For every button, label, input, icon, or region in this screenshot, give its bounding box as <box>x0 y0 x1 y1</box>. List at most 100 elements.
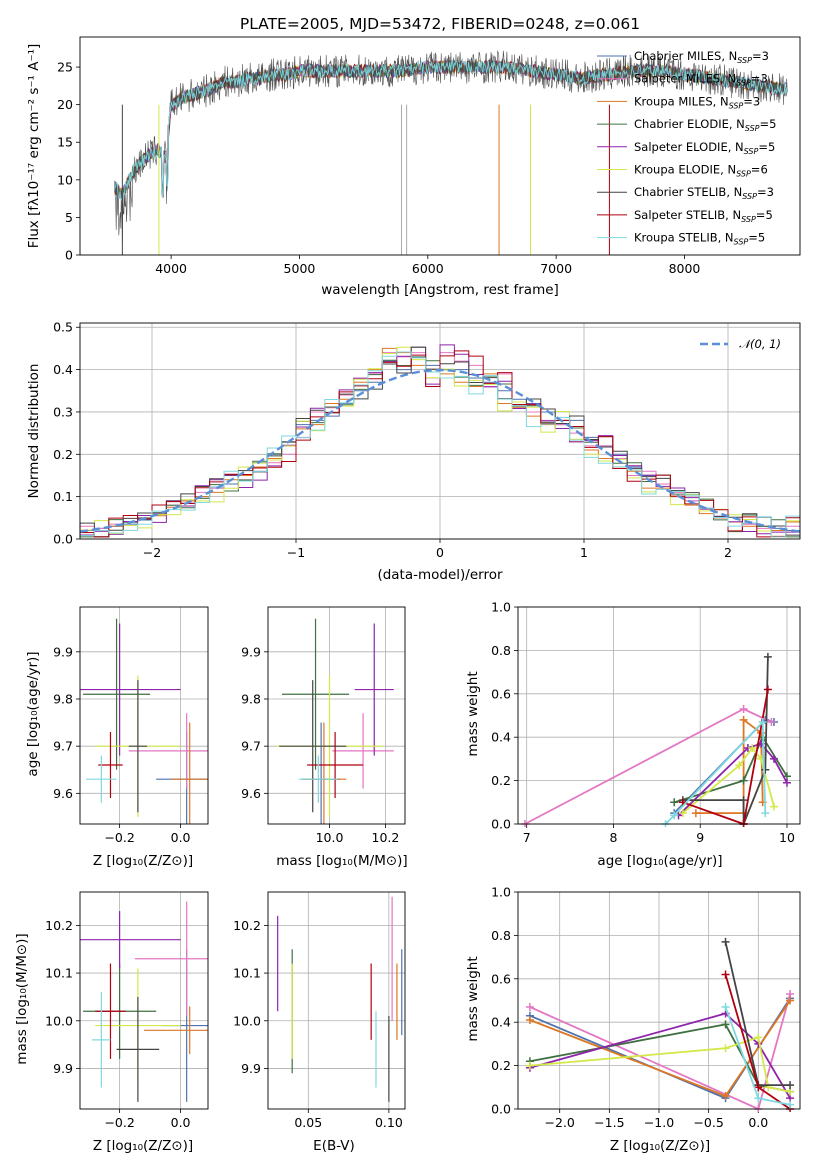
y-tick-label: 9.6 <box>241 786 261 801</box>
weight-marker <box>691 809 700 818</box>
legend-model-name: Salpeter STELIB <box>634 208 725 222</box>
weight-lines <box>520 652 791 827</box>
z-weight-panel: Z [log₁₀(Z/Z⊙)] mass weight −2.0 −1.5 −1.0… <box>465 885 801 1154</box>
y-tick-label: 10.2 <box>45 918 73 933</box>
y-tick-label: 0.2 <box>491 1058 511 1073</box>
y-tick-label: 1.0 <box>491 885 511 900</box>
legend-n-label: , N <box>725 208 741 222</box>
weight-marker <box>748 744 757 753</box>
grid-lines <box>268 607 405 824</box>
y-tick-label: 0.2 <box>491 773 511 788</box>
residuals-xlabel: (data-model)/error <box>377 567 503 583</box>
legend-nssp-value: 6 <box>760 163 767 177</box>
axes-frame <box>517 606 801 825</box>
y-tick-label: 9.7 <box>53 739 73 754</box>
legend-label: Salpeter MILES, NSSP=3 <box>634 72 768 88</box>
axes-frame <box>267 891 406 1110</box>
legend-equals: = <box>758 140 768 154</box>
age-weight-xlabel: age [log₁₀(age/yr)] <box>597 853 722 869</box>
legend-nssp-value: 5 <box>769 117 776 131</box>
y-tick-label: 20 <box>57 97 73 112</box>
error-bars <box>80 618 208 824</box>
x-tick-label: 8000 <box>669 261 701 276</box>
legend-nssp-value: 3 <box>760 72 767 86</box>
legend-equals: = <box>757 185 767 199</box>
legend-n-label: , N <box>720 163 736 177</box>
weight-line-salpeter-miles <box>524 707 772 825</box>
weight-line-kroupa-stelib <box>664 719 767 825</box>
z-mass-ylabel: mass [log₁₀(M/M⊙)] <box>14 933 30 1064</box>
z-weight-ylabel: mass weight <box>465 956 481 1041</box>
spectrum-ylabel: Flux [fλ10⁻¹⁷ erg cm⁻² s⁻¹ A⁻¹] <box>26 44 42 249</box>
residuals-panel: (data-model)/error Normed distribution −… <box>26 320 801 583</box>
y-tick-label: 10.2 <box>233 918 261 933</box>
weight-marker <box>739 796 748 805</box>
grid-lines <box>268 892 405 1109</box>
weight-marker <box>739 776 748 785</box>
legend-ssp-subscript: SSP <box>737 56 752 65</box>
age-weight-panel: age [log₁₀(age/yr)] mass weight 7 8 9 10 0.0… <box>465 600 801 869</box>
ebv-mass-panel: E(B-V) 0.05 0.10 9.9 10.0 10.1 10.2 <box>233 891 406 1154</box>
x-tick-label: −2 <box>143 545 161 560</box>
grid-lines <box>518 891 800 1110</box>
x-tick-label: 10.0 <box>316 830 344 845</box>
x-tick-label: 7 <box>523 830 531 845</box>
legend-label: Kroupa ELODIE, NSSP=6 <box>634 163 768 179</box>
ebv-mass-xlabel: E(B-V) <box>313 1138 355 1154</box>
legend-model-name: Chabrier MILES <box>634 49 721 63</box>
weight-marker <box>769 754 778 763</box>
y-tick-label: 10.0 <box>45 1013 73 1028</box>
x-tick-label: −2.0 <box>545 1115 575 1130</box>
normal-curve <box>79 368 801 533</box>
y-tick-label: 0.6 <box>491 686 511 701</box>
legend-equals: = <box>743 94 753 108</box>
legend-ssp-subscript: SSP <box>736 79 751 88</box>
weight-marker <box>758 718 767 727</box>
axes-frame <box>79 322 801 540</box>
y-tick-label: 15 <box>57 135 73 150</box>
legend-ssp-subscript: SSP <box>734 238 749 247</box>
legend-model-name: Salpeter MILES <box>634 72 720 86</box>
y-tick-label: 25 <box>57 60 73 75</box>
y-tick-label: 9.9 <box>53 1061 73 1076</box>
y-tick-label: 0.2 <box>53 447 73 462</box>
legend-label: Salpeter STELIB, NSSP=5 <box>634 208 773 224</box>
legend-model-name: Kroupa STELIB <box>634 231 718 245</box>
weight-line-chabrier-miles <box>529 997 791 1100</box>
weight-marker <box>739 715 748 724</box>
y-tick-label: 5 <box>65 210 73 225</box>
legend-equals: = <box>752 49 762 63</box>
x-tick-label: 0.10 <box>375 1115 403 1130</box>
legend-ssp-subscript: SSP <box>736 170 751 179</box>
legend-model-name: Kroupa ELODIE <box>634 163 720 177</box>
weight-marker <box>525 1061 534 1070</box>
z-age-ylabel: age [log₁₀(age/yr)] <box>25 651 41 776</box>
y-tick-label: 0.8 <box>491 928 511 943</box>
weight-marker <box>761 765 770 774</box>
legend-label: 𝒩(0, 1) <box>739 337 781 351</box>
z-age-xlabel: Z [log₁₀(Z/Z⊙)] <box>93 853 193 869</box>
legend-nssp-value: 5 <box>758 231 765 245</box>
legend-nssp-value: 3 <box>753 94 760 108</box>
x-tick-label: −0.2 <box>104 1115 134 1130</box>
x-tick-label: −1.0 <box>644 1115 674 1130</box>
legend-model-name: Salpeter ELODIE <box>634 140 728 154</box>
weight-marker <box>786 1081 795 1090</box>
x-tick-label: 9 <box>696 830 704 845</box>
x-tick-label: −0.5 <box>693 1115 723 1130</box>
x-tick-label: 7000 <box>540 261 572 276</box>
legend-nssp-value: 5 <box>768 140 775 154</box>
spectrum-xlabel: wavelength [Angstrom, rest frame] <box>321 282 559 298</box>
axes-frame <box>267 606 406 825</box>
x-tick-label: 0.05 <box>294 1115 322 1130</box>
y-tick-label: 0.4 <box>491 1015 511 1030</box>
legend-n-label: , N <box>713 94 729 108</box>
weight-marker <box>754 1083 763 1092</box>
weight-marker <box>786 996 795 1005</box>
x-tick-label: −1 <box>287 545 305 560</box>
legend-nssp-value: 3 <box>767 185 774 199</box>
weight-marker <box>754 1094 763 1103</box>
y-tick-label: 10.0 <box>233 1013 261 1028</box>
weight-lines <box>525 937 795 1112</box>
